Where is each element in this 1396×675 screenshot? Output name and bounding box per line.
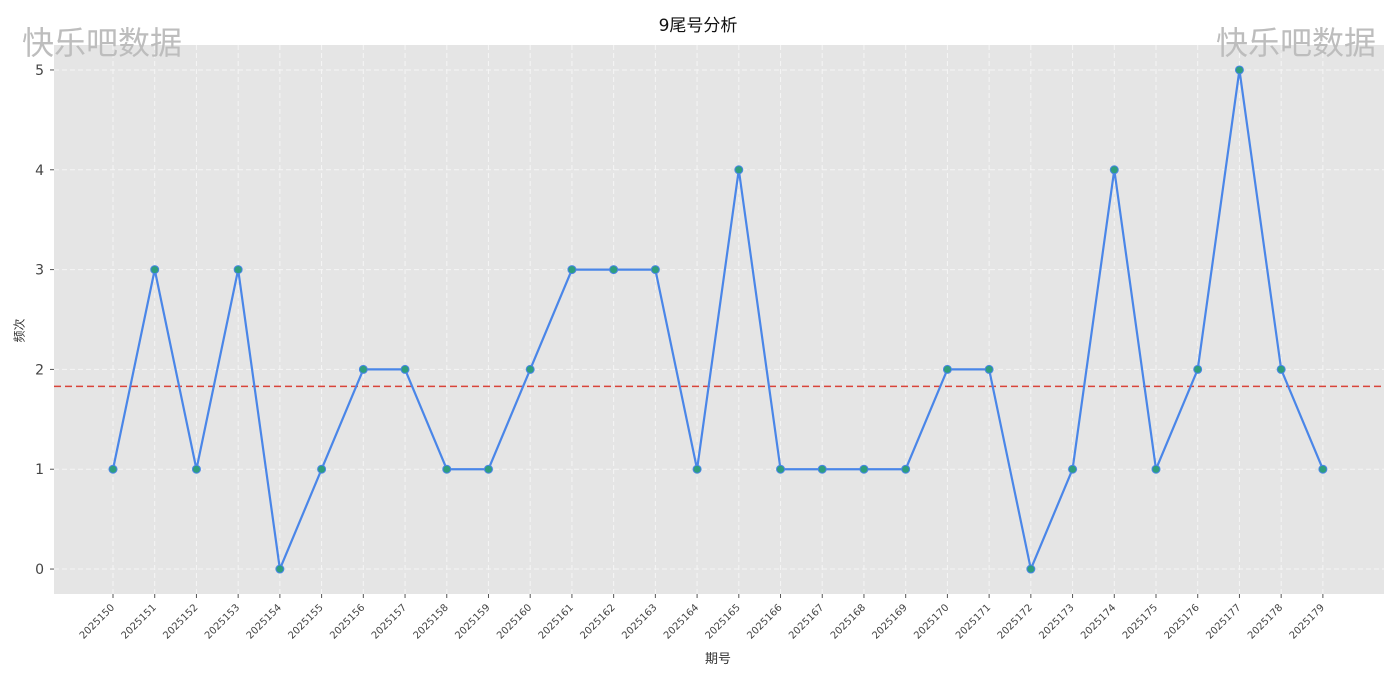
y-tick-label: 3 (35, 263, 44, 279)
data-point (483, 464, 493, 474)
data-point (358, 364, 368, 374)
data-point (692, 464, 702, 474)
y-tick-label: 4 (35, 163, 44, 179)
x-tick-label: 2025162 (578, 602, 617, 641)
x-tick-label: 2025158 (412, 602, 451, 641)
chart-title: 9尾号分析 (658, 16, 738, 36)
data-point (150, 265, 160, 275)
data-point (776, 464, 786, 474)
x-tick-label: 2025170 (912, 602, 951, 641)
y-tick-label: 1 (35, 462, 44, 478)
x-tick-label: 2025152 (161, 602, 200, 641)
x-tick-label: 2025174 (1079, 602, 1118, 641)
x-tick-label: 2025173 (1037, 602, 1076, 641)
x-tick-label: 2025175 (1121, 602, 1160, 641)
data-point (901, 464, 911, 474)
y-tick-label: 2 (35, 362, 44, 378)
data-point (442, 464, 452, 474)
x-tick-label: 2025151 (120, 602, 159, 641)
x-tick-label: 2025164 (662, 602, 701, 641)
data-point (191, 464, 201, 474)
data-point (233, 265, 243, 275)
x-tick-label: 2025169 (871, 602, 910, 641)
data-point (1151, 464, 1161, 474)
data-point (1109, 165, 1119, 175)
data-point (1026, 564, 1036, 574)
y-tick-label: 5 (35, 63, 44, 79)
x-tick-label: 2025154 (245, 602, 284, 641)
x-tick-label: 2025172 (996, 602, 1035, 641)
x-tick-label: 2025163 (620, 602, 659, 641)
data-point (859, 464, 869, 474)
data-point (1276, 364, 1286, 374)
x-tick-label: 2025153 (203, 602, 242, 641)
data-point (942, 364, 952, 374)
data-point (1193, 364, 1203, 374)
data-point (1234, 65, 1244, 75)
data-point (567, 265, 577, 275)
watermark-left: 快乐吧数据 (22, 24, 183, 62)
data-point (984, 364, 994, 374)
x-tick-label: 2025150 (78, 602, 117, 641)
x-tick-label: 2025165 (704, 602, 743, 641)
x-tick-label: 2025168 (829, 602, 868, 641)
x-tick-label: 2025156 (328, 602, 367, 641)
data-point (650, 265, 660, 275)
x-tick-label: 2025160 (495, 602, 534, 641)
data-point (1318, 464, 1328, 474)
data-point (275, 564, 285, 574)
watermark-right: 快乐吧数据 (1215, 24, 1376, 62)
x-tick-label: 2025177 (1204, 602, 1243, 641)
x-tick-label: 2025171 (954, 602, 993, 641)
x-tick-label: 2025157 (370, 602, 409, 641)
data-point (108, 464, 118, 474)
x-tick-label: 2025159 (453, 602, 492, 641)
data-point (400, 364, 410, 374)
y-axis-label: 频次 (12, 318, 27, 343)
data-point (525, 364, 535, 374)
data-point (609, 265, 619, 275)
data-point (1068, 464, 1078, 474)
x-tick-label: 2025161 (537, 602, 576, 641)
x-tick-label: 2025179 (1288, 602, 1327, 641)
y-tick-label: 0 (35, 562, 44, 578)
data-point (734, 165, 744, 175)
series-line (111, 68, 1324, 571)
data-point (817, 464, 827, 474)
data-point (317, 464, 327, 474)
x-tick-label: 2025166 (745, 602, 784, 641)
x-tick-label: 2025178 (1246, 602, 1285, 641)
x-axis-label: 期号 (704, 652, 731, 667)
x-tick-label: 2025167 (787, 602, 826, 641)
x-tick-label: 2025155 (286, 602, 325, 641)
x-tick-label: 2025176 (1163, 602, 1202, 641)
